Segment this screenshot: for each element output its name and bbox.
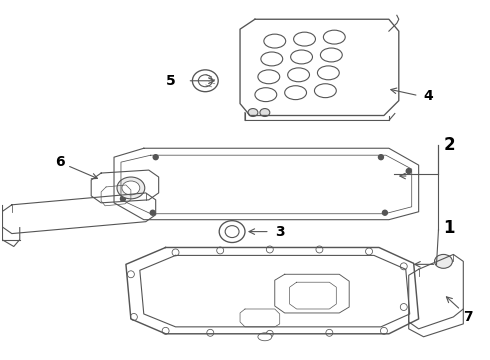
Circle shape — [207, 329, 214, 336]
Ellipse shape — [260, 109, 270, 117]
Circle shape — [127, 271, 134, 278]
Text: 6: 6 — [54, 155, 98, 179]
Circle shape — [380, 327, 388, 334]
Ellipse shape — [117, 177, 145, 199]
Circle shape — [316, 246, 323, 253]
Ellipse shape — [225, 226, 239, 238]
Text: 4: 4 — [424, 89, 433, 103]
Circle shape — [378, 155, 383, 159]
Circle shape — [267, 246, 273, 253]
Ellipse shape — [255, 88, 277, 102]
Circle shape — [172, 249, 179, 256]
Ellipse shape — [248, 109, 258, 117]
Text: 5: 5 — [166, 74, 175, 88]
Circle shape — [130, 314, 137, 320]
Ellipse shape — [264, 34, 286, 48]
Ellipse shape — [435, 255, 452, 268]
Circle shape — [267, 330, 273, 337]
Ellipse shape — [320, 48, 342, 62]
Circle shape — [326, 329, 333, 336]
Ellipse shape — [122, 181, 140, 195]
Text: 3: 3 — [275, 225, 284, 239]
Ellipse shape — [315, 84, 336, 98]
Ellipse shape — [323, 30, 345, 44]
Ellipse shape — [291, 50, 313, 64]
Circle shape — [400, 263, 407, 270]
Circle shape — [406, 168, 411, 174]
Circle shape — [382, 210, 388, 215]
Ellipse shape — [258, 333, 272, 341]
Circle shape — [150, 210, 155, 215]
Circle shape — [153, 155, 158, 159]
Text: 1: 1 — [443, 219, 455, 237]
Circle shape — [121, 196, 125, 201]
Text: 2: 2 — [443, 136, 455, 154]
Ellipse shape — [294, 32, 316, 46]
Ellipse shape — [261, 52, 283, 66]
Ellipse shape — [318, 66, 339, 80]
Ellipse shape — [219, 221, 245, 243]
Circle shape — [366, 248, 372, 255]
Text: 7: 7 — [446, 297, 473, 324]
Ellipse shape — [198, 75, 212, 87]
Ellipse shape — [193, 70, 218, 92]
Ellipse shape — [258, 70, 280, 84]
Circle shape — [400, 303, 407, 310]
Ellipse shape — [285, 86, 307, 100]
Circle shape — [217, 247, 223, 254]
Circle shape — [162, 327, 169, 334]
Ellipse shape — [288, 68, 310, 82]
